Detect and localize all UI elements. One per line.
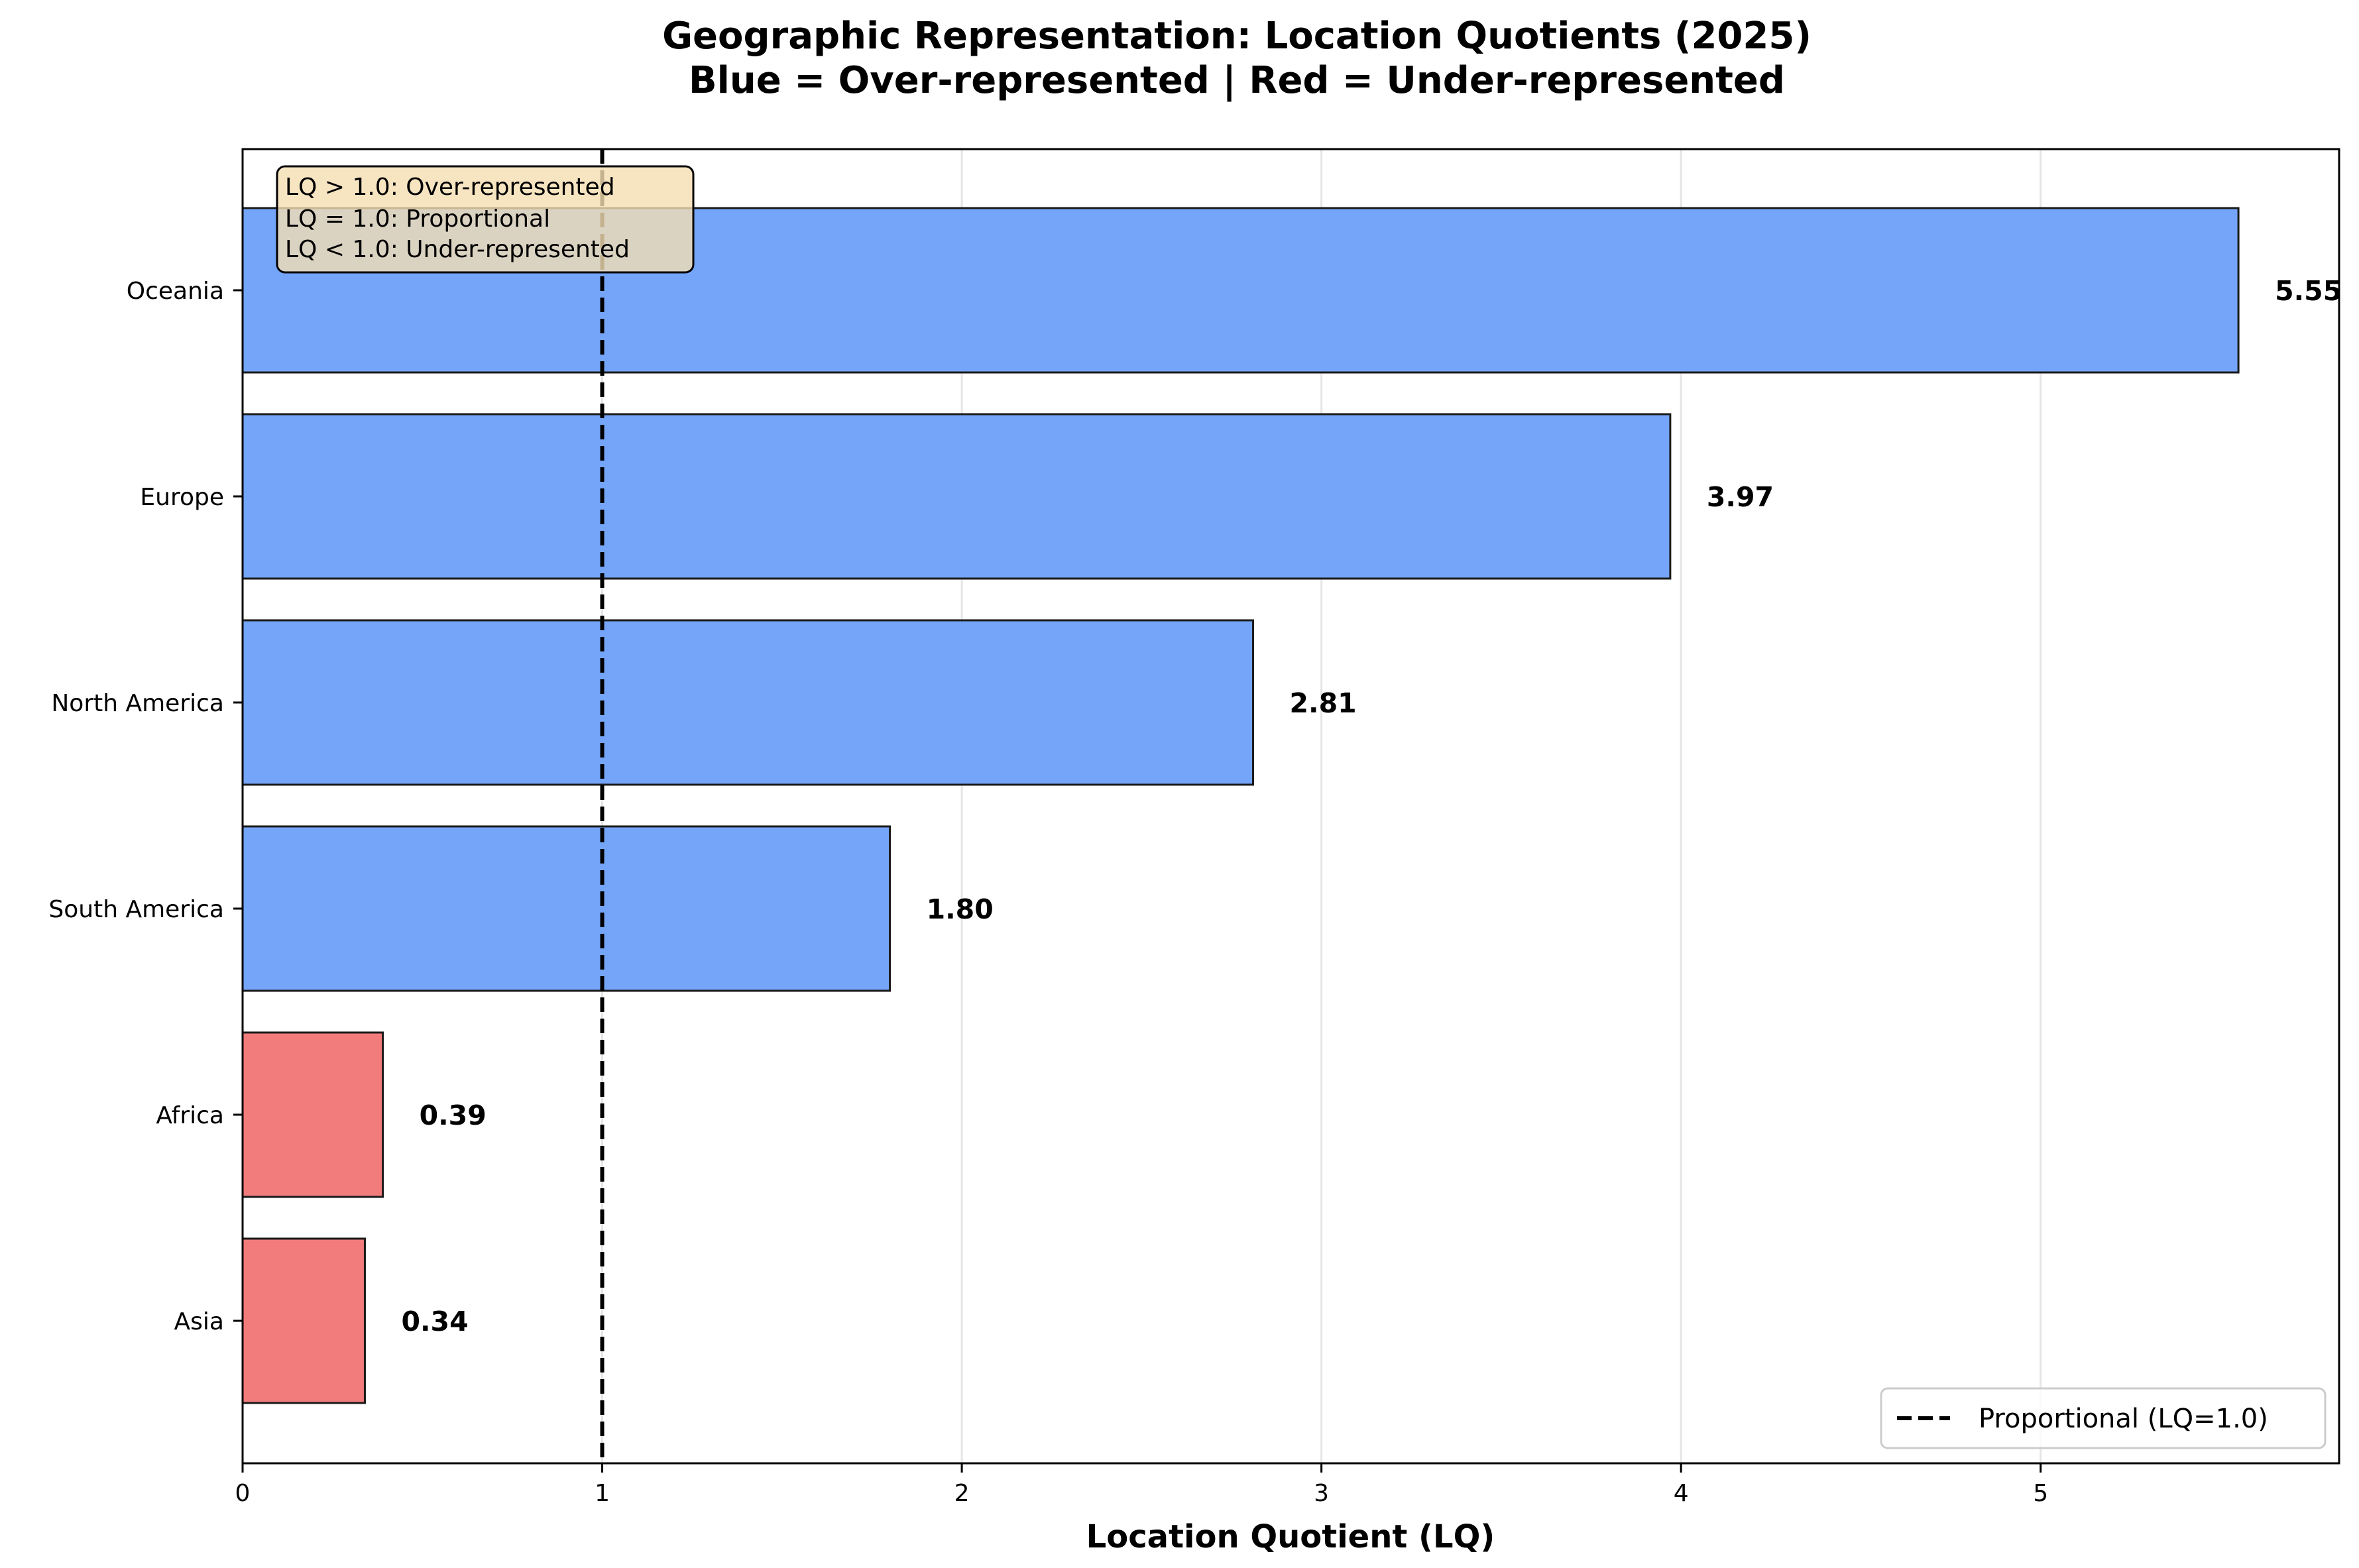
y-tick-label: Asia [174, 1308, 224, 1335]
legend-frame [1880, 1387, 2327, 1449]
annotation-background [276, 165, 695, 274]
x-axis-label: Location Quotient (LQ) [1086, 1518, 1495, 1555]
annotation-line-2: LQ = 1.0: Proportional [285, 205, 550, 233]
x-tick-label: 4 [1674, 1480, 1689, 1507]
bar-africa [241, 1031, 384, 1198]
annotation-box: LQ > 1.0: Over-represented LQ = 1.0: Pro… [276, 165, 695, 274]
chart-subtitle: Blue = Over-represented | Red = Under-re… [689, 59, 1785, 102]
plot-frame [241, 148, 2340, 1465]
bars [241, 207, 2240, 1404]
bar-north-america [241, 619, 1255, 786]
bar-asia [241, 1237, 366, 1404]
x-tick-label: 1 [595, 1480, 610, 1507]
x-tick-label: 2 [954, 1480, 970, 1507]
x-tick-label: 0 [235, 1480, 251, 1507]
annotation-line-3: LQ < 1.0: Under-represented [285, 236, 630, 263]
data-label: 1.80 [927, 893, 994, 925]
annotation-line-1: LQ > 1.0: Over-represented [285, 174, 615, 201]
y-tick-label: Oceania [127, 278, 224, 305]
legend: Proportional (LQ=1.0) [1880, 1387, 2327, 1449]
data-label: 2.81 [1290, 687, 1357, 719]
chart-title: Geographic Representation: Location Quot… [662, 15, 1812, 58]
data-label: 0.34 [401, 1306, 468, 1337]
data-label: 0.39 [420, 1099, 487, 1131]
bar-south-america [241, 825, 892, 992]
x-tick-label: 5 [2033, 1480, 2048, 1507]
y-tick-label: North America [51, 690, 224, 717]
data-labels: 5.55 3.97 2.81 1.80 0.39 0.34 [401, 275, 2342, 1337]
x-tick-label: 3 [1314, 1480, 1329, 1507]
y-tick-label: Africa [156, 1102, 224, 1129]
data-label: 5.55 [2275, 275, 2342, 307]
data-label: 3.97 [1707, 481, 1774, 513]
x-axis-ticks: 0 1 2 3 4 5 [235, 1463, 2048, 1507]
y-tick-label: Europe [140, 484, 224, 511]
y-axis-ticks: Oceania Europe North America South America A… [48, 278, 243, 1335]
y-tick-label: South America [48, 896, 224, 923]
bar-europe [241, 413, 1672, 580]
legend-label: Proportional (LQ=1.0) [1979, 1404, 2268, 1434]
